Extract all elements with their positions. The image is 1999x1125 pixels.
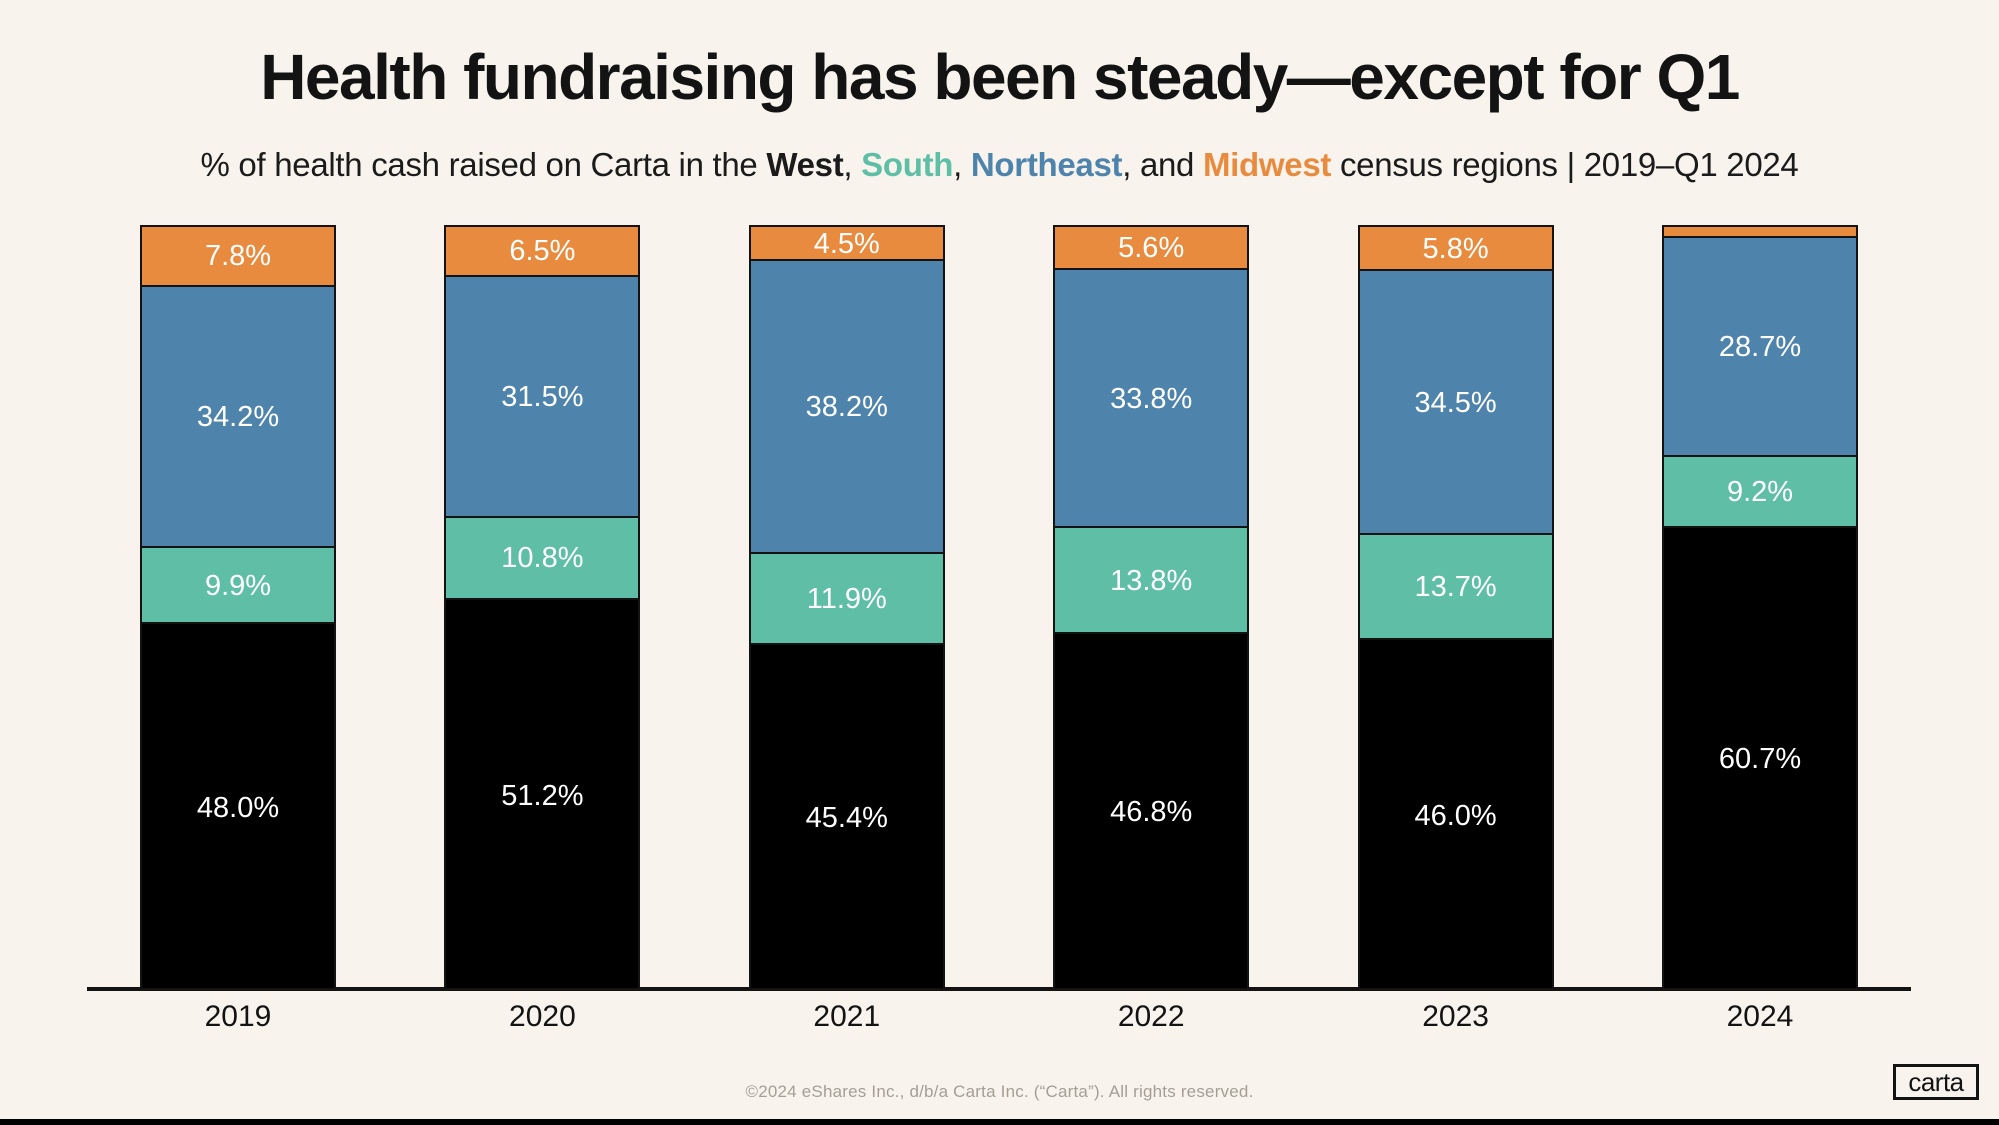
subtitle-prefix: % of health cash raised on Carta in the	[200, 146, 767, 183]
bar-2023: 5.8% 34.5% 13.7% 46.0%	[1357, 225, 1554, 990]
subtitle-separator: ,	[843, 146, 862, 183]
segment-northeast-2022	[1055, 269, 1248, 529]
segment-label-west-2020: 51.2%	[501, 779, 584, 812]
segment-midwest-2020	[446, 227, 639, 277]
segment-northeast-2023	[1359, 271, 1552, 536]
bar-2021: 4.5% 38.2% 11.9% 45.4%	[748, 225, 945, 990]
segment-label-west-2023: 46.0%	[1414, 799, 1497, 832]
x-tick-label-2019: 2019	[204, 1000, 272, 1033]
bar-2024: 28.7% 9.2% 60.7%	[1662, 225, 1858, 990]
x-tick-label-2021: 2021	[813, 1000, 881, 1033]
legend-midwest-label: Midwest	[1202, 146, 1332, 183]
subtitle-suffix: census regions | 2019–Q1 2024	[1331, 146, 1799, 183]
segment-south-2019	[142, 548, 334, 625]
segment-midwest-2019	[142, 227, 334, 287]
page-title: Health fundraising has been steady—excep…	[260, 41, 1740, 113]
segment-south-2020	[446, 517, 639, 601]
x-tick-label-2022: 2022	[1117, 1000, 1185, 1033]
segment-midwest-2024	[1664, 227, 1856, 238]
subtitle-separator: , and	[1122, 146, 1203, 183]
x-axis-line	[87, 987, 1911, 991]
segment-label-west-2024: 60.7%	[1718, 743, 1802, 776]
segment-midwest-2023	[1359, 227, 1552, 272]
segment-south-2023	[1359, 535, 1552, 641]
segment-label-west-2022: 46.8%	[1110, 796, 1193, 829]
bar-2020: 6.5% 31.5% 10.8% 51.2%	[444, 225, 641, 990]
legend-south-label: South	[861, 146, 954, 183]
carta-logo-text: carta	[1908, 1066, 1964, 1097]
bottom-border-strip	[0, 1119, 1999, 1125]
segment-midwest-2022	[1055, 227, 1248, 270]
copyright-text: ©2024 eShares Inc., d/b/a Carta Inc. (“C…	[745, 1082, 1254, 1101]
segment-label-west-2021: 45.4%	[805, 801, 888, 834]
carta-logo: carta	[1893, 1064, 1979, 1100]
x-tick-label-2020: 2020	[509, 1000, 576, 1033]
x-tick-label-2023: 2023	[1422, 1000, 1489, 1033]
chart-subtitle: % of health cash raised on Carta in the …	[0, 146, 1999, 184]
bar-2022: 5.6% 33.8% 13.8% 46.8%	[1053, 225, 1250, 990]
legend-west-label: West	[766, 146, 844, 183]
segment-label-west-2019: 48.0%	[196, 791, 280, 824]
segment-northeast-2021	[750, 261, 943, 554]
segment-northeast-2019	[142, 286, 334, 549]
segment-northeast-2020	[446, 276, 639, 518]
segment-south-2021	[750, 553, 943, 645]
segment-northeast-2024	[1664, 237, 1856, 458]
segment-midwest-2021	[750, 227, 943, 262]
subtitle-separator: ,	[953, 146, 971, 183]
x-tick-label-2024: 2024	[1726, 1000, 1794, 1033]
bar-2019: 7.8% 34.2% 9.9% 48.0%	[140, 225, 336, 990]
legend-northeast-label: Northeast	[970, 146, 1123, 183]
segment-south-2024	[1664, 457, 1856, 528]
segment-south-2022	[1055, 528, 1248, 634]
